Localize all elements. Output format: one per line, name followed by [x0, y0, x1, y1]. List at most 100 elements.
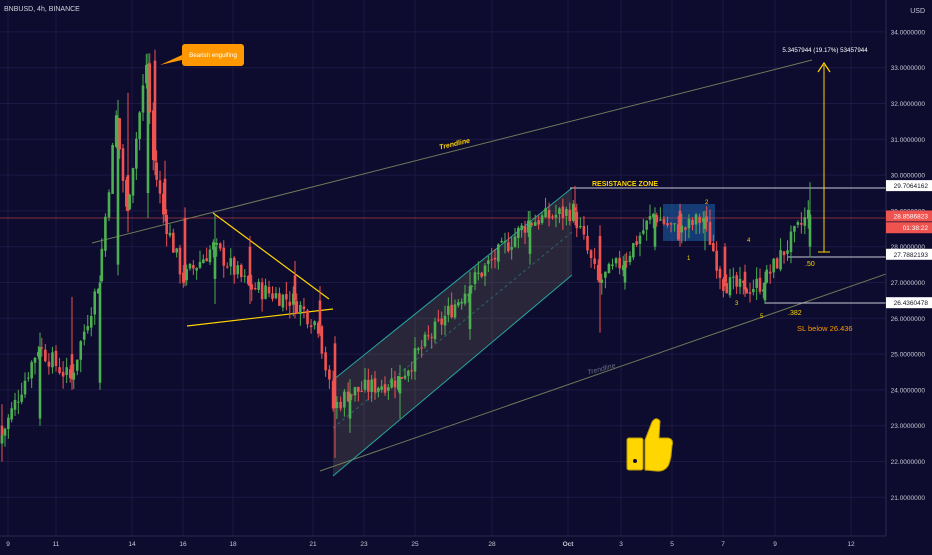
candle-body: [655, 215, 659, 223]
candle-body: [212, 242, 215, 250]
price-axis-tag-text: 26.4360478: [894, 300, 929, 307]
candle-body: [363, 379, 367, 390]
candle-body: [232, 257, 236, 275]
candle-body: [13, 399, 17, 410]
candle-body: [687, 218, 691, 229]
candle-body: [27, 377, 30, 379]
candle-body: [589, 250, 593, 259]
candle-body: [561, 206, 565, 218]
wave-3-label: 3: [735, 301, 739, 307]
candle-body: [178, 247, 182, 275]
candle-body: [694, 214, 698, 225]
candle-body: [715, 250, 718, 271]
candle-body: [407, 370, 410, 376]
candle-body: [440, 318, 443, 325]
candle-body: [625, 260, 628, 262]
upper-trendline: [91, 59, 813, 244]
channel-lower: [332, 274, 573, 477]
candle-body: [131, 168, 135, 196]
candle-body: [350, 394, 353, 396]
candle-body: [579, 226, 582, 228]
candle-body: [121, 148, 125, 181]
candle-body: [328, 369, 331, 380]
candle-body: [403, 375, 407, 379]
candle-body: [483, 265, 487, 277]
bearish-callout-box: [182, 44, 244, 66]
resistance-zone-label: RESISTANCE ZONE: [592, 181, 658, 188]
candle-body: [507, 242, 510, 252]
candle-body: [367, 380, 370, 392]
target-arrow-head: [817, 61, 831, 73]
candle-body: [742, 280, 745, 283]
candle-body: [264, 285, 267, 299]
price-tick-label: 23.0000000: [891, 423, 926, 430]
candle-body: [135, 138, 138, 169]
candle-body: [285, 294, 288, 300]
fib-50-label: .50: [805, 261, 815, 268]
candle-body: [775, 258, 779, 269]
fib-382-label: .382: [788, 310, 802, 317]
time-tick-label: 21: [309, 541, 317, 548]
candle-body: [23, 380, 27, 395]
candle-body: [638, 235, 642, 244]
candle-body: [222, 247, 226, 266]
time-tick-label: 11: [53, 541, 60, 548]
candle-body: [370, 379, 373, 393]
candle-body: [806, 209, 810, 219]
candle-body: [383, 384, 387, 393]
candle-body: [513, 236, 517, 247]
candle-body: [659, 219, 662, 221]
candle-body: [758, 277, 762, 292]
candle-body: [623, 261, 627, 283]
candle-body: [728, 277, 732, 296]
candle-body: [360, 390, 363, 392]
candle-body: [153, 60, 157, 161]
candle-body: [779, 250, 782, 270]
candle-body: [271, 293, 274, 299]
candle-body: [450, 304, 453, 318]
candle-body: [68, 369, 72, 379]
price-axis-panel[interactable]: [886, 0, 932, 536]
candle-body: [467, 294, 470, 296]
price-tick-label: 31.0000000: [891, 137, 926, 144]
bearish-callout-text: Bearish engulfing: [189, 52, 237, 59]
candle-body: [635, 241, 638, 245]
candle-body: [528, 221, 532, 254]
candle-body: [44, 349, 47, 362]
candle-body: [72, 372, 76, 380]
candle-body: [126, 175, 130, 211]
candle-body: [723, 246, 727, 283]
time-axis-panel[interactable]: [0, 536, 932, 550]
candle-body: [497, 244, 500, 262]
candle-body: [533, 221, 537, 226]
candle-body: [480, 272, 483, 277]
price-tick-label: 35.0000000: [891, 0, 926, 1]
candle-body: [158, 180, 162, 194]
time-tick-label: Oct: [563, 541, 575, 548]
candle-body: [208, 249, 212, 263]
candle-body: [593, 258, 596, 264]
candle-body: [547, 209, 551, 219]
candle-body: [604, 271, 607, 278]
candle-body: [162, 193, 165, 215]
candle-body: [40, 347, 44, 349]
candles: [0, 49, 812, 462]
candle-body: [745, 288, 748, 294]
bearish-callout-tail: [160, 55, 182, 65]
candle-body: [331, 380, 335, 409]
candle-body: [527, 220, 530, 233]
candle-body: [413, 348, 417, 372]
candle-body: [500, 240, 503, 243]
candle-body: [7, 417, 10, 429]
candle-body: [195, 267, 198, 271]
candle-body: [377, 387, 380, 392]
price-tick-label: 33.0000000: [891, 65, 926, 72]
candle-body: [138, 112, 141, 140]
candle-body: [653, 214, 657, 247]
candle-body: [373, 378, 377, 393]
candle-body: [423, 334, 427, 347]
candle-body: [61, 371, 65, 377]
candle-body: [198, 261, 202, 268]
